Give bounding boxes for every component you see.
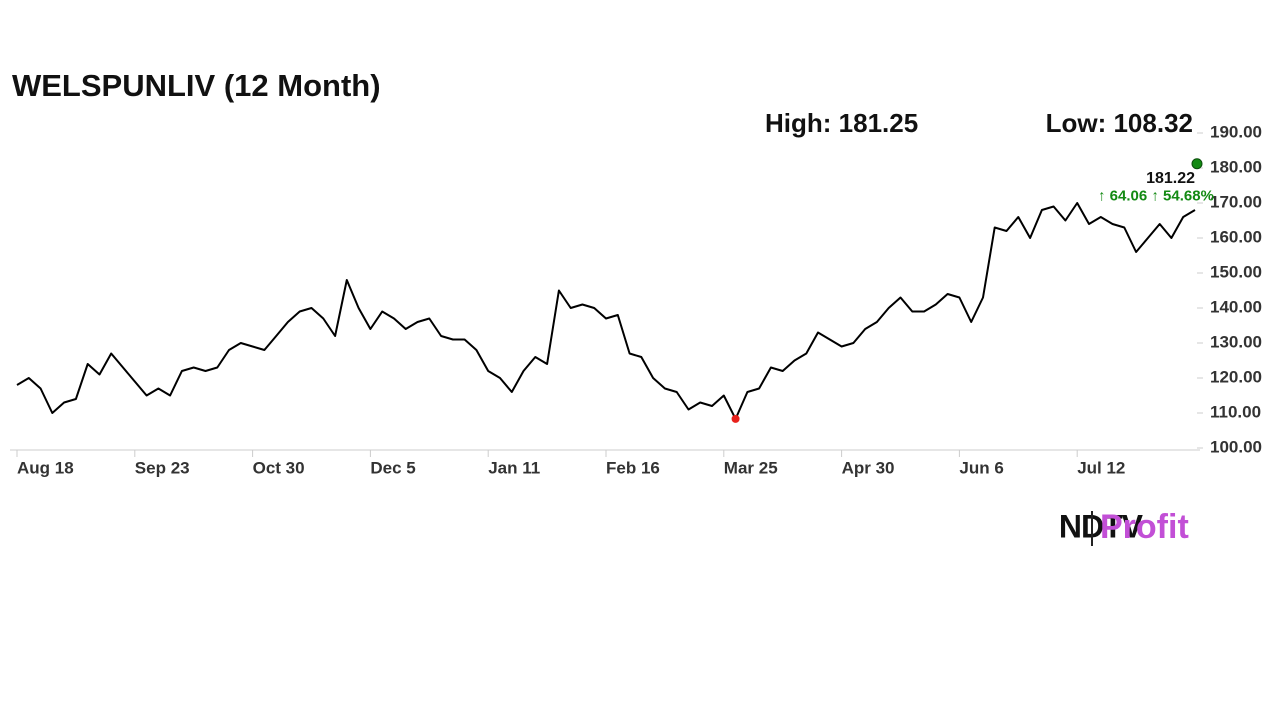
low-label: Low: 108.32 <box>1046 108 1193 138</box>
x-tick-label: Apr 30 <box>842 458 895 477</box>
change-label: ↑ 64.06 ↑ 54.68% <box>1098 188 1214 205</box>
x-tick-label: Aug 18 <box>17 458 74 477</box>
y-tick-label: 160.00 <box>1210 227 1262 246</box>
high-label: High: 181.25 <box>765 108 918 138</box>
y-tick-label: 120.00 <box>1210 367 1262 386</box>
low-marker <box>731 414 740 423</box>
x-tick-label: Sep 23 <box>135 458 190 477</box>
brand-ndtv: NDTV <box>1059 508 1144 544</box>
x-tick-label: Jul 12 <box>1077 458 1125 477</box>
x-tick-label: Jan 11 <box>488 458 540 477</box>
y-tick-label: 130.00 <box>1210 332 1262 351</box>
y-tick-label: 140.00 <box>1210 297 1262 316</box>
x-tick-label: Dec 5 <box>370 458 415 477</box>
y-tick-label: 150.00 <box>1210 262 1262 281</box>
y-tick-label: 110.00 <box>1210 402 1261 421</box>
last-marker <box>1191 158 1203 170</box>
brand-profit: Profit <box>1100 508 1189 546</box>
y-tick-label: 170.00 <box>1210 192 1262 211</box>
x-tick-label: Oct 30 <box>253 458 305 477</box>
x-tick-label: Mar 25 <box>724 458 778 477</box>
y-tick-label: 100.00 <box>1210 437 1262 456</box>
y-tick-label: 180.00 <box>1210 157 1262 176</box>
y-tick-label: 190.00 <box>1210 122 1262 141</box>
x-tick-label: Feb 16 <box>606 458 660 477</box>
x-tick-label: Jun 6 <box>959 458 1003 477</box>
last-price-label: 181.22 <box>1146 170 1195 187</box>
price-line <box>16 202 1196 420</box>
chart-title: WELSPUNLIV (12 Month) <box>12 68 381 103</box>
